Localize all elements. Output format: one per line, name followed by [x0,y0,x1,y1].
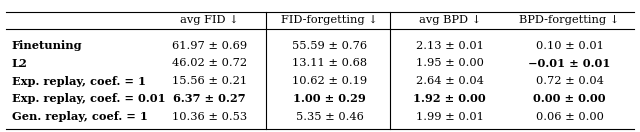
Text: Exp. replay, coef. = 1: Exp. replay, coef. = 1 [12,76,145,87]
Text: Gen. replay, coef. = 1: Gen. replay, coef. = 1 [12,111,147,122]
Text: L2: L2 [12,58,28,69]
Text: 61.97 ± 0.69: 61.97 ± 0.69 [172,41,247,51]
Text: avg BPD ↓: avg BPD ↓ [419,15,481,25]
Text: 0.06 ± 0.00: 0.06 ± 0.00 [536,112,604,122]
Text: avg FID ↓: avg FID ↓ [180,15,239,25]
Text: 10.62 ± 0.19: 10.62 ± 0.19 [292,76,367,86]
Text: 1.92 ± 0.00: 1.92 ± 0.00 [413,93,486,105]
Text: 0.10 ± 0.01: 0.10 ± 0.01 [536,41,604,51]
Text: 13.11 ± 0.68: 13.11 ± 0.68 [292,58,367,68]
Text: 2.64 ± 0.04: 2.64 ± 0.04 [415,76,484,86]
Text: 0.00 ± 0.00: 0.00 ± 0.00 [533,93,606,105]
Text: −0.01 ± 0.01: −0.01 ± 0.01 [529,58,611,69]
Text: Finetuning: Finetuning [12,40,82,51]
Text: BPD-forgetting ↓: BPD-forgetting ↓ [520,15,620,25]
Text: 6.37 ± 0.27: 6.37 ± 0.27 [173,93,246,105]
Text: 5.35 ± 0.46: 5.35 ± 0.46 [296,112,364,122]
Text: 10.36 ± 0.53: 10.36 ± 0.53 [172,112,247,122]
Text: FID-forgetting ↓: FID-forgetting ↓ [281,15,378,25]
Text: Exp. replay, coef. = 0.01: Exp. replay, coef. = 0.01 [12,93,165,105]
Text: 2.13 ± 0.01: 2.13 ± 0.01 [415,41,484,51]
Text: 1.00 ± 0.29: 1.00 ± 0.29 [293,93,366,105]
Text: 0.72 ± 0.04: 0.72 ± 0.04 [536,76,604,86]
Text: 1.95 ± 0.00: 1.95 ± 0.00 [415,58,484,68]
Text: 46.02 ± 0.72: 46.02 ± 0.72 [172,58,247,68]
Text: 55.59 ± 0.76: 55.59 ± 0.76 [292,41,367,51]
Text: 15.56 ± 0.21: 15.56 ± 0.21 [172,76,247,86]
Text: 1.99 ± 0.01: 1.99 ± 0.01 [415,112,484,122]
